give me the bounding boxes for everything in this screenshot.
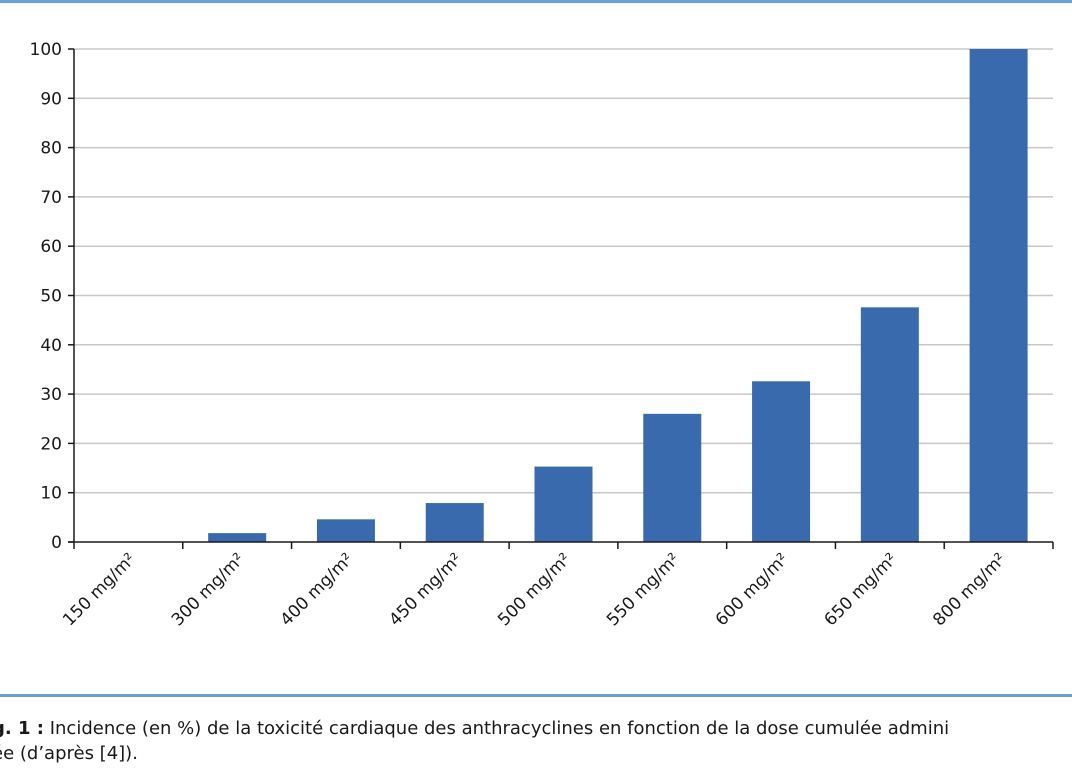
- y-tick-label: 60: [40, 237, 62, 257]
- x-tick-label: 650 mg/m²: [821, 549, 902, 630]
- bar-chart: 0 10 20 30 40 50 60 70 80 90 100 150 mg/m² 300 mg/m…: [30, 40, 1054, 630]
- y-tick-label: 80: [40, 139, 62, 159]
- x-tick-labels: 150 mg/m² 300 mg/m² 400 mg/m² 450 mg/m² 500 …: [59, 549, 1010, 630]
- x-tick-label: 600 mg/m²: [712, 549, 793, 630]
- bar: [425, 503, 484, 542]
- bar: [969, 49, 1028, 542]
- bar: [534, 466, 593, 542]
- caption-line-1: g. 1 : Incidence (en %) de la toxicité c…: [0, 716, 1072, 741]
- bar: [643, 413, 702, 542]
- caption-text-1: Incidence (en %) de la toxicité cardiaqu…: [43, 718, 950, 739]
- y-tick-label: 0: [51, 533, 62, 553]
- top-rule: [0, 0, 1072, 3]
- x-tick-label: 150 mg/m²: [59, 549, 140, 630]
- x-tick-label: 800 mg/m²: [929, 549, 1010, 630]
- y-tick-label: 40: [40, 336, 62, 356]
- y-tick-label: 70: [40, 188, 62, 208]
- bar-layer: [208, 49, 1028, 542]
- figure-label: g. 1 :: [0, 718, 44, 739]
- bar: [316, 519, 375, 542]
- axis-layer: [68, 48, 1054, 549]
- bar: [208, 533, 267, 542]
- y-tick-label: 50: [40, 287, 62, 307]
- x-tick-label: 400 mg/m²: [277, 549, 358, 630]
- x-tick-label: 450 mg/m²: [385, 549, 466, 630]
- y-tick-label: 100: [30, 40, 62, 60]
- y-tick-label: 30: [40, 385, 62, 405]
- y-tick-labels: 0 10 20 30 40 50 60 70 80 90 100: [30, 40, 62, 553]
- x-tick-label: 500 mg/m²: [494, 549, 575, 630]
- caption-line-2: ée (d’après [4]).: [0, 743, 138, 764]
- figure-caption: g. 1 : Incidence (en %) de la toxicité c…: [0, 716, 1072, 766]
- x-tick-label: 550 mg/m²: [603, 549, 684, 630]
- y-tick-label: 90: [40, 89, 62, 109]
- bottom-rule: [0, 694, 1072, 697]
- bar: [752, 381, 811, 542]
- y-tick-label: 20: [40, 434, 62, 454]
- y-tick-label: 10: [40, 484, 62, 504]
- bar: [860, 307, 919, 542]
- x-tick-label: 300 mg/m²: [168, 549, 249, 630]
